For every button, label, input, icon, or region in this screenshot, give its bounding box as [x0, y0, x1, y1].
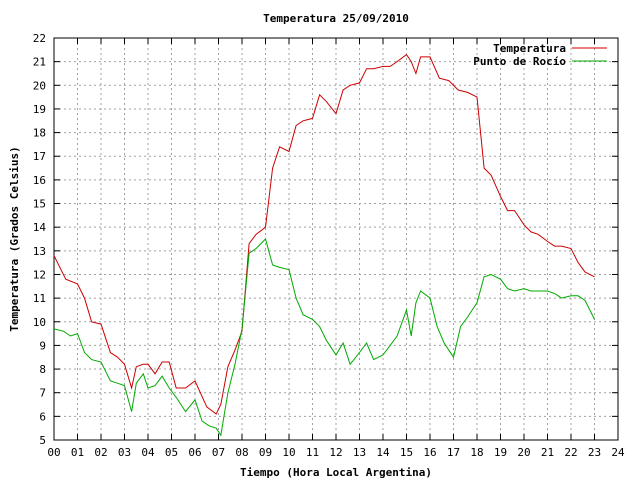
series-line-temperatura — [53, 53, 595, 415]
x-tick-label: 03 — [118, 446, 131, 459]
y-tick-label: 10 — [33, 316, 46, 329]
x-tick-label: 16 — [423, 446, 436, 459]
axis-ticks: 00 01 02 03 04 05 06 07 08 09 10 11 12 13 14 15 16 17 18 19… — [33, 32, 625, 459]
x-tick-label: 13 — [353, 446, 366, 459]
y-tick-label: 5 — [39, 434, 46, 447]
x-tick-label: 22 — [564, 446, 577, 459]
x-tick-label: 07 — [212, 446, 225, 459]
series-lines — [53, 53, 595, 437]
y-tick-label: 21 — [33, 56, 46, 69]
grid — [54, 38, 618, 440]
x-tick-label: 12 — [329, 446, 342, 459]
y-tick-label: 19 — [33, 103, 46, 116]
x-tick-label: 23 — [588, 446, 601, 459]
y-tick-label: 12 — [33, 268, 46, 281]
x-tick-label: 20 — [517, 446, 530, 459]
y-tick-label: 16 — [33, 174, 46, 187]
x-tick-label: 09 — [259, 446, 272, 459]
legend-label-punto-de-rocio: Punto de Rocío — [473, 55, 566, 68]
legend-label-temperatura: Temperatura — [493, 42, 566, 55]
y-tick-label: 20 — [33, 79, 46, 92]
x-tick-label: 21 — [541, 446, 554, 459]
x-tick-label: 14 — [376, 446, 390, 459]
x-tick-label: 15 — [400, 446, 413, 459]
y-tick-label: 18 — [33, 127, 46, 140]
x-tick-label: 11 — [306, 446, 319, 459]
x-tick-label: 02 — [94, 446, 107, 459]
x-tick-label: 00 — [47, 446, 60, 459]
x-tick-label: 01 — [71, 446, 84, 459]
x-tick-label: 17 — [447, 446, 460, 459]
y-axis-label: Temperatura (Grados Celsius) — [8, 146, 21, 331]
y-tick-label: 15 — [33, 198, 46, 211]
x-tick-label: 06 — [188, 446, 201, 459]
y-tick-label: 13 — [33, 245, 46, 258]
x-tick-label: 05 — [165, 446, 178, 459]
y-tick-label: 11 — [33, 292, 46, 305]
y-tick-label: 22 — [33, 32, 46, 45]
x-axis-label: Tiempo (Hora Local Argentina) — [240, 466, 432, 479]
x-tick-label: 04 — [141, 446, 155, 459]
y-tick-label: 8 — [39, 363, 46, 376]
y-tick-label: 17 — [33, 150, 46, 163]
y-tick-label: 7 — [39, 387, 46, 400]
y-tick-label: 14 — [33, 221, 47, 234]
y-tick-label: 9 — [39, 339, 46, 352]
x-tick-label: 08 — [235, 446, 248, 459]
chart-title: Temperatura 25/09/2010 — [263, 12, 409, 25]
x-tick-label: 24 — [611, 446, 625, 459]
y-tick-label: 6 — [39, 410, 46, 423]
series-line-punto-de-rocio — [53, 238, 595, 437]
x-tick-label: 19 — [494, 446, 507, 459]
x-tick-label: 18 — [470, 446, 483, 459]
x-tick-label: 10 — [282, 446, 295, 459]
legend: Temperatura Punto de Rocío — [473, 42, 607, 68]
